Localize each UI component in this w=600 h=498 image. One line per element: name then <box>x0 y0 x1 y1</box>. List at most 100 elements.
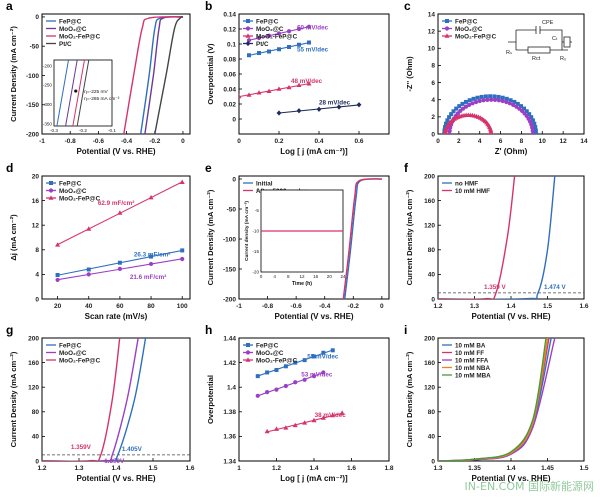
h-x-tick-label: 1.2 <box>272 465 281 472</box>
h-x-tick-label: 1.8 <box>384 465 393 472</box>
h-x-tick-label: 1.6 <box>347 465 356 472</box>
inset-x-axis-label: Time (h) <box>292 281 312 287</box>
legend-entry-g-0: FeP@C <box>46 342 82 349</box>
nyquist-point <box>485 97 490 102</box>
panel-letter-g: g <box>6 323 13 337</box>
inset-y-tick-label: -350 <box>43 122 53 127</box>
nyquist-point <box>488 127 494 133</box>
d-x-tick-label: 80 <box>147 303 155 310</box>
data-point <box>55 242 61 247</box>
data-point <box>276 110 282 116</box>
legend-entry-a-1: MoO₂@C <box>46 26 87 33</box>
inset-x-tick-label: 8 <box>287 274 290 279</box>
legend-marker <box>246 343 250 347</box>
nyquist-point <box>504 99 509 105</box>
nyquist-point <box>496 94 501 99</box>
x-axis-label-b: Log [ j (mA cm⁻²)] <box>280 147 348 156</box>
nyquist-point <box>457 104 462 109</box>
inset-y-tick-label: -300 <box>43 102 53 107</box>
nyquist-point <box>488 94 493 99</box>
c-x-tick-label: 0 <box>436 138 440 145</box>
d-y-tick-label: 4 <box>35 272 39 279</box>
series-line-MoO₂@C <box>42 338 139 461</box>
plot-area-g <box>42 338 190 461</box>
legend-entry-d-2: MoO₂-FeP@C <box>46 195 101 202</box>
data-point <box>86 272 91 277</box>
nyquist-point <box>447 128 452 133</box>
x-axis-label-i: Potential (V vs. RHE) <box>471 474 550 483</box>
data-point <box>293 380 298 385</box>
watermark: IN-EN.COM 国际新能源网 <box>464 480 594 493</box>
nyquist-point <box>519 104 524 109</box>
data-point <box>283 425 289 430</box>
data-point <box>286 29 292 34</box>
h-x-tick-label: 1.4 <box>309 465 318 472</box>
legend-entry-i-1: 10 mM FF <box>442 350 484 357</box>
g-x-tick-label: 1.2 <box>37 465 46 472</box>
d-x-tick-label: 60 <box>116 303 124 310</box>
data-point <box>117 210 123 215</box>
nyquist-point <box>533 125 538 130</box>
inset-y-tick-label: -15 <box>252 249 259 254</box>
equivalent-circuit: CPE Cₜ Rₛ Rct R₀ <box>506 20 572 62</box>
data-point <box>296 108 302 114</box>
data-point <box>266 88 272 94</box>
inset-series-line <box>65 59 78 127</box>
data-point <box>311 374 317 379</box>
nyquist-point <box>489 131 493 134</box>
a-x-tick-label: -0.6 <box>93 138 105 145</box>
inset-y-tick-label: 0 <box>256 188 259 193</box>
data-point <box>293 360 298 365</box>
legend-marker <box>48 188 54 193</box>
d-y-tick-label: 12 <box>32 223 40 230</box>
nyquist-point <box>530 125 535 130</box>
inset-x-tick-label: -0.1 <box>108 128 116 133</box>
e-y-tick-label: -200 <box>223 296 236 303</box>
series-annotation: 28 mV/dec <box>319 99 351 106</box>
plot-area-i <box>438 338 556 461</box>
nyquist-point <box>511 102 516 107</box>
circuit-wires <box>508 29 572 51</box>
g-y-tick-label: 40 <box>32 434 40 441</box>
legend-label: FeP@C <box>256 342 279 349</box>
series-line-10 mM MBA <box>438 338 547 461</box>
inset-y-tick-label: -250 <box>43 83 53 88</box>
panel-letter-c: c <box>404 0 411 13</box>
legend-label: MoO₂-FeP@C <box>59 33 101 40</box>
inset-series-line <box>76 59 90 127</box>
e-x-tick-label: -0.4 <box>319 303 331 310</box>
panel-e: e-1 -0.8 -0.6 -0.4 -0.2 00-50-100-150-200Pote… <box>205 161 390 321</box>
panel-letter-b: b <box>205 0 212 13</box>
i-y-tick-label: 120 <box>424 385 435 392</box>
panel-f: f 1.2 1.3 1.4 1.5 1.6 0 40 80 120 160 200 Potential … <box>404 161 589 321</box>
legend-entry-i-3: 10 mM NBA <box>442 365 490 372</box>
y-axis-label-d: Δj (mA cm⁻²) <box>9 214 18 261</box>
x-axis-label-h: Log [ j (mA cm⁻²)] <box>280 474 348 483</box>
c-x-tick-label: 10 <box>539 138 547 145</box>
series-annotation: 38 mV/dec <box>315 412 347 419</box>
legend-label: FeP@C <box>59 180 82 187</box>
e-y-tick-label: -50 <box>227 206 237 213</box>
data-point <box>55 277 60 283</box>
i-x-tick-label: 1.4 <box>506 465 515 472</box>
series-line-10 mM HMF <box>438 176 516 299</box>
g-x-tick-label: 1.5 <box>148 465 157 472</box>
legend-label: FeP@C <box>256 18 279 25</box>
data-point <box>339 410 345 415</box>
series-annotation: 55 mV/dec <box>297 46 329 53</box>
legend-entry-a-3: Pt/C <box>46 41 72 48</box>
data-point <box>336 104 342 110</box>
nyquist-point <box>463 99 468 104</box>
data-point <box>247 53 251 58</box>
legend-entry-b-2: MoO₂-FeP@C <box>243 33 298 40</box>
series-line-MoO₂-FeP@C <box>42 338 121 461</box>
b-y-tick-label: 0.08 <box>223 56 236 63</box>
e-y-tick-label: 0 <box>232 176 236 183</box>
series-annotation: 62.9 mF/cm² <box>98 200 134 207</box>
resistor-icon <box>527 46 551 54</box>
f-x-tick-label: 1.2 <box>433 303 442 310</box>
x-axis-label-a: Potential (V vs. RHE) <box>76 147 155 156</box>
series-line-MoO₂-FeP@C <box>123 16 184 134</box>
data-point <box>256 35 262 41</box>
panel-d: d 20 40 60 80 100 0 4 8 12 16 20 Scan rate (mV/s) Δj … <box>6 161 191 321</box>
